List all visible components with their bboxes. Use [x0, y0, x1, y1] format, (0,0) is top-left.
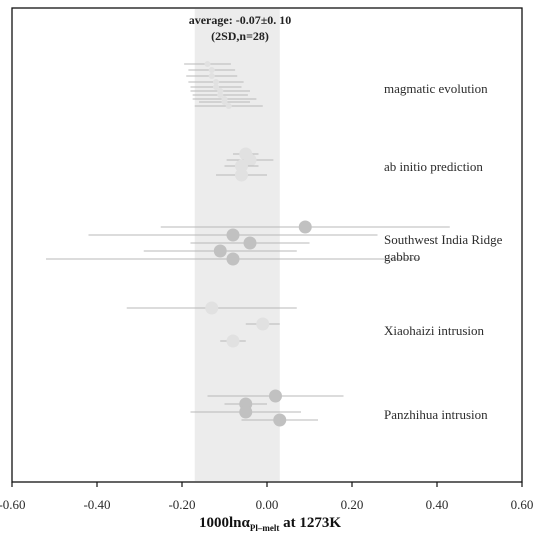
average-annotation: average: -0.07±0. 10	[189, 13, 292, 27]
x-axis-label-main: 1000lnα	[199, 515, 251, 531]
data-point	[208, 67, 215, 73]
data-point	[205, 301, 219, 315]
average-annotation-detail: (2SD,n=28)	[211, 29, 269, 43]
data-point	[273, 413, 287, 427]
data-point	[269, 389, 282, 403]
data-point	[256, 317, 270, 331]
x-tick-label: 0.20	[341, 497, 364, 512]
data-point	[208, 73, 215, 79]
data-point	[225, 103, 232, 109]
group-label: magmatic evolution	[384, 81, 488, 96]
average-band	[194, 9, 280, 481]
group-label: ab initio prediction	[384, 159, 483, 174]
group-label: Southwest India Ridge	[384, 232, 503, 247]
x-axis-label: 1000lnαPl–melt at 1273K	[199, 515, 341, 533]
group-label: Xiaohaizi intrusion	[384, 323, 485, 338]
x-axis-label-tail: at 1273K	[279, 515, 341, 531]
data-point	[226, 252, 240, 266]
data-point	[217, 92, 224, 98]
group-label: gabbro	[384, 249, 420, 264]
data-point	[221, 99, 228, 105]
data-point	[226, 334, 240, 348]
data-point	[213, 79, 219, 85]
group-labels: magmatic evolution ab initio prediction So…	[384, 81, 503, 422]
x-axis-label-subscript: Pl–melt	[250, 523, 280, 533]
data-point	[239, 405, 253, 419]
x-tick-label: 0.60	[511, 497, 534, 512]
data-point	[235, 159, 248, 173]
x-tick-label: -0.40	[83, 497, 110, 512]
data-point	[213, 244, 227, 258]
x-axis-ticks: -0.60 -0.40 -0.20 0.00 0.20 0.40 0.60	[0, 482, 533, 512]
x-tick-label: -0.20	[168, 497, 195, 512]
data-point	[204, 61, 211, 67]
data-point	[213, 84, 219, 90]
data-point	[243, 236, 257, 250]
group-label: Panzhihua intrusion	[384, 407, 488, 422]
data-point	[235, 168, 248, 182]
data-marks	[46, 61, 450, 427]
x-tick-label: -0.60	[0, 497, 26, 512]
data-point	[226, 228, 240, 242]
x-tick-label: 0.00	[256, 497, 279, 512]
data-point	[298, 220, 312, 234]
x-tick-label: 0.40	[426, 497, 449, 512]
